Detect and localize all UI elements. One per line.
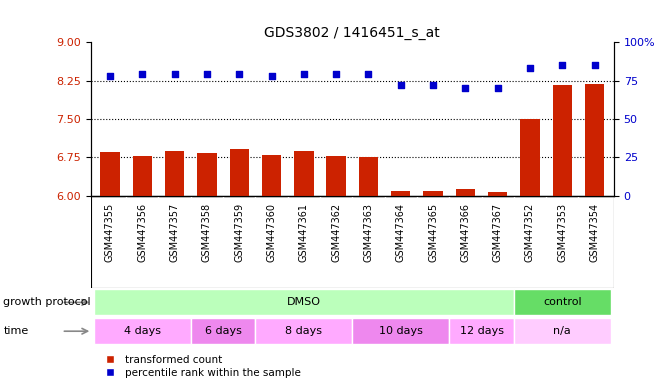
Point	[299, 71, 309, 78]
Text: GSM447358: GSM447358	[202, 203, 212, 262]
Text: GSM447354: GSM447354	[590, 203, 600, 262]
Text: GSM447356: GSM447356	[138, 203, 147, 262]
Text: 6 days: 6 days	[205, 326, 242, 336]
Title: GDS3802 / 1416451_s_at: GDS3802 / 1416451_s_at	[264, 26, 440, 40]
Bar	[352, 318, 449, 344]
Bar	[326, 156, 346, 196]
Bar	[256, 318, 352, 344]
Text: growth protocol: growth protocol	[3, 297, 91, 308]
Bar	[391, 191, 411, 196]
Text: GSM447359: GSM447359	[234, 203, 244, 262]
Text: GSM447364: GSM447364	[396, 203, 406, 262]
Point	[105, 73, 115, 79]
Bar	[359, 157, 378, 196]
Text: GSM447353: GSM447353	[558, 203, 567, 262]
Text: GSM447362: GSM447362	[331, 203, 341, 262]
Bar	[456, 189, 475, 196]
Text: GSM447367: GSM447367	[493, 203, 503, 262]
Text: time: time	[3, 326, 29, 336]
Point	[589, 62, 600, 68]
Point	[137, 71, 148, 78]
Bar	[585, 84, 605, 196]
Point	[331, 71, 342, 78]
Text: GSM447365: GSM447365	[428, 203, 438, 262]
Text: 10 days: 10 days	[379, 326, 423, 336]
Point	[460, 85, 471, 91]
Bar	[488, 192, 507, 196]
Bar	[94, 290, 514, 315]
Bar	[229, 149, 249, 196]
Point	[169, 71, 180, 78]
Bar	[133, 156, 152, 196]
Bar	[262, 155, 281, 196]
Bar	[94, 318, 191, 344]
Text: 8 days: 8 days	[285, 326, 322, 336]
Text: GSM447366: GSM447366	[460, 203, 470, 262]
Bar	[191, 318, 256, 344]
Point	[363, 71, 374, 78]
Bar	[423, 191, 443, 196]
Bar	[553, 85, 572, 196]
Point	[266, 73, 277, 79]
Point	[395, 82, 406, 88]
Point	[234, 71, 244, 78]
Bar	[514, 318, 611, 344]
Point	[525, 65, 535, 71]
Point	[427, 82, 438, 88]
Text: 4 days: 4 days	[123, 326, 161, 336]
Text: GSM447357: GSM447357	[170, 203, 180, 262]
Text: GSM447352: GSM447352	[525, 203, 535, 262]
Text: DMSO: DMSO	[287, 297, 321, 308]
Bar	[294, 151, 313, 196]
Bar	[514, 290, 611, 315]
Bar	[520, 119, 539, 196]
Point	[201, 71, 212, 78]
Text: GSM447363: GSM447363	[364, 203, 374, 262]
Text: 12 days: 12 days	[460, 326, 503, 336]
Legend: transformed count, percentile rank within the sample: transformed count, percentile rank withi…	[96, 351, 305, 382]
Bar	[165, 151, 185, 196]
Bar	[197, 153, 217, 196]
Bar	[449, 318, 514, 344]
Text: n/a: n/a	[554, 326, 571, 336]
Bar	[100, 152, 119, 196]
Point	[557, 62, 568, 68]
Text: GSM447361: GSM447361	[299, 203, 309, 262]
Bar	[91, 196, 614, 288]
Text: GSM447355: GSM447355	[105, 203, 115, 262]
Text: control: control	[543, 297, 582, 308]
Point	[493, 85, 503, 91]
Text: GSM447360: GSM447360	[266, 203, 276, 262]
